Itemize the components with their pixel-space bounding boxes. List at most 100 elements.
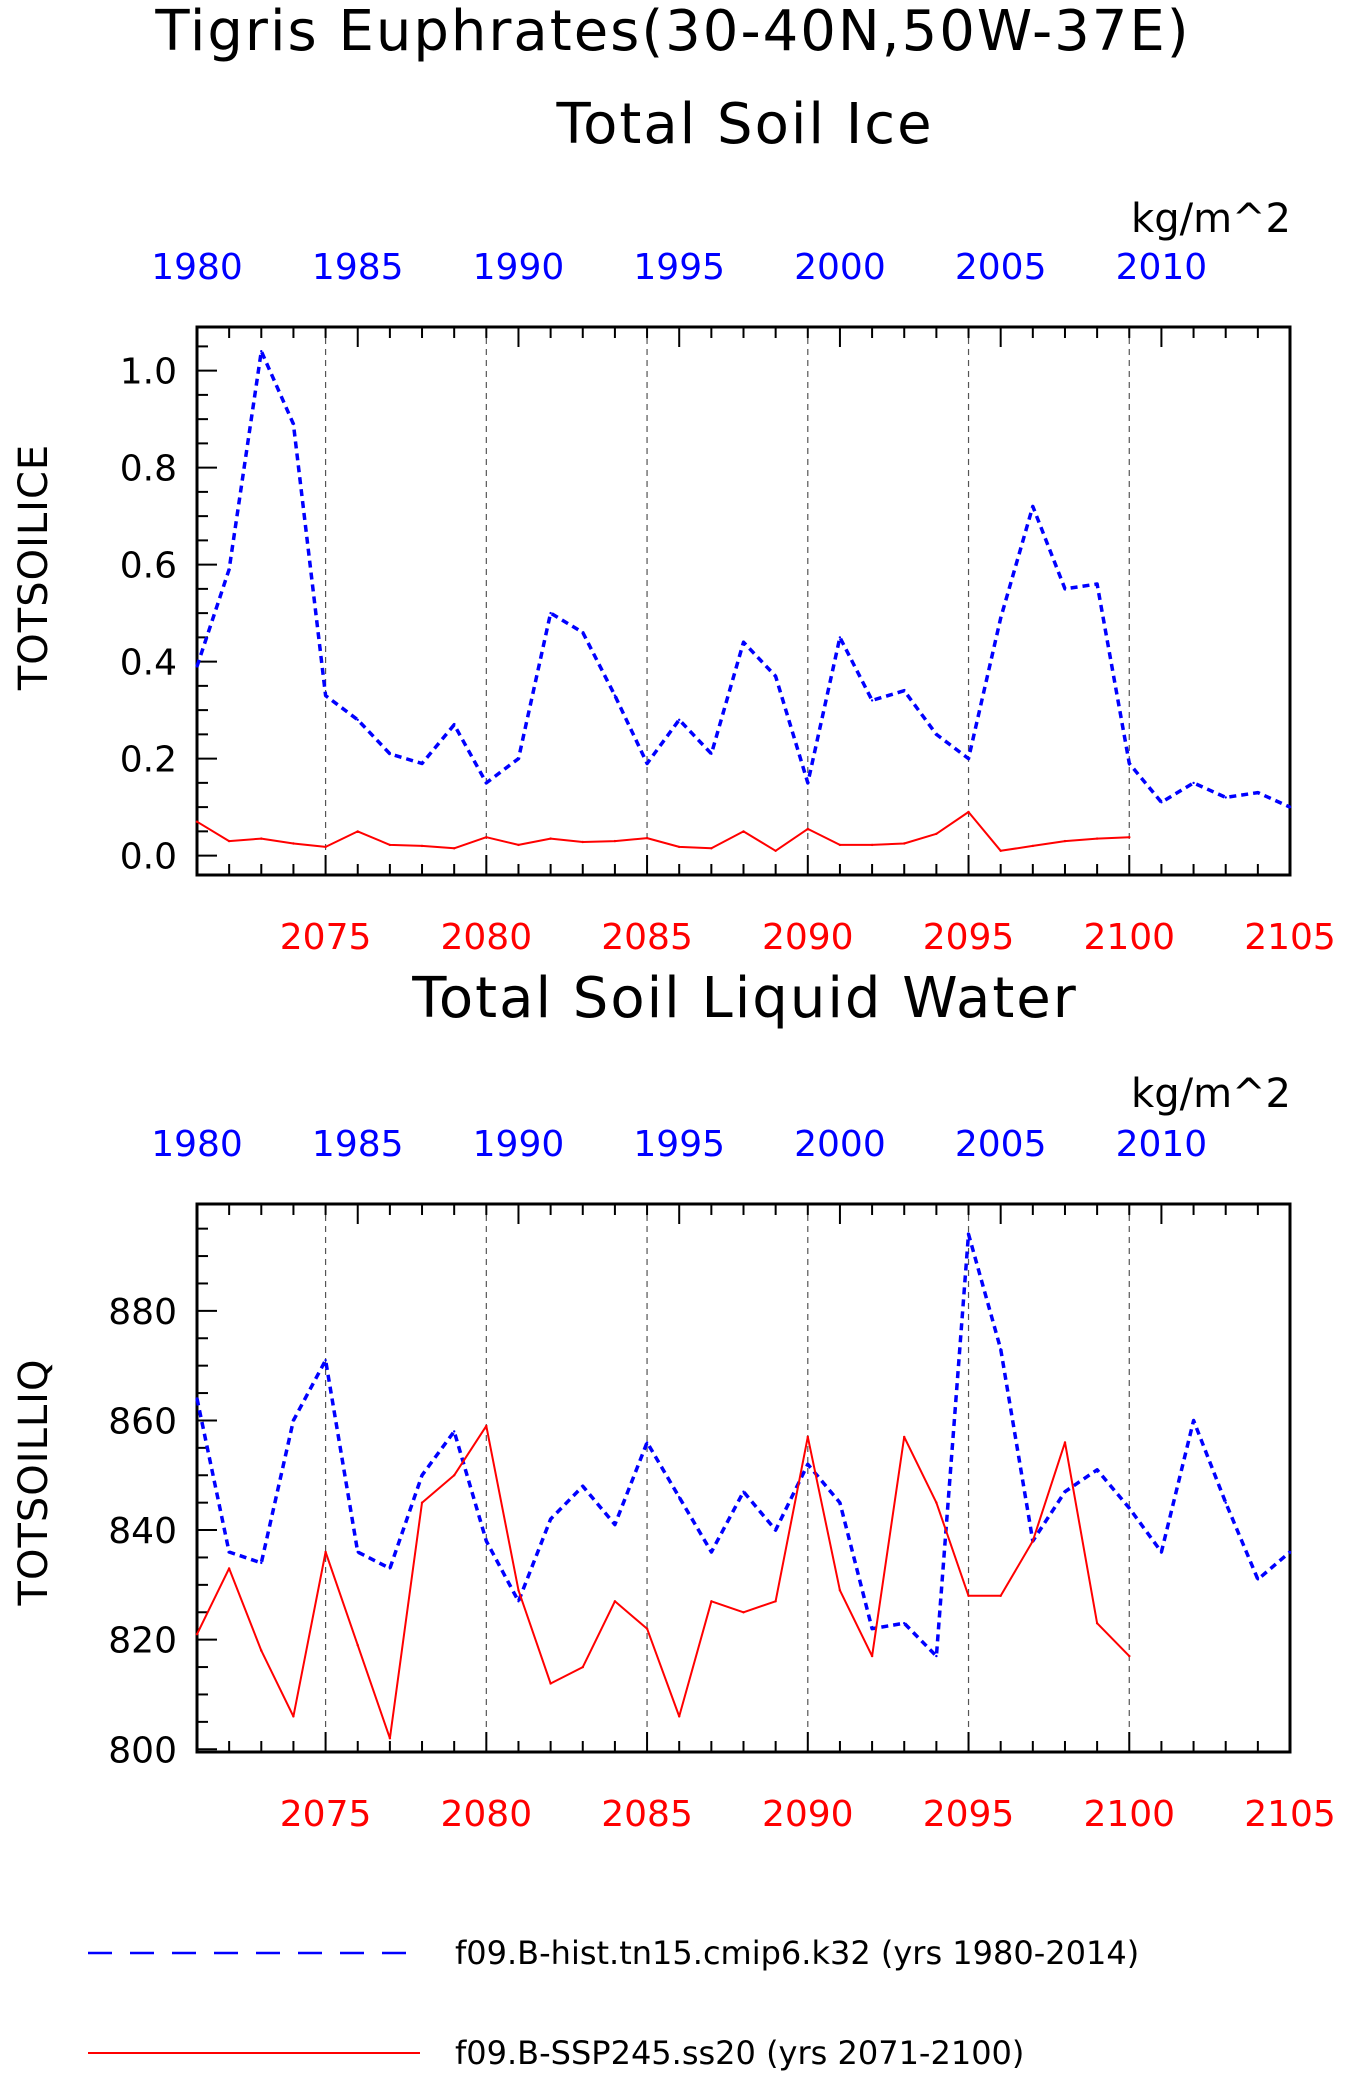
series-line-ssp245 xyxy=(196,811,1130,852)
data-point-hist xyxy=(356,1550,359,1554)
y-tick-label: 820 xyxy=(108,1621,177,1662)
data-point-hist xyxy=(356,718,359,721)
data-point-hist xyxy=(678,718,681,721)
x-tick-label: 2105 xyxy=(1244,917,1336,958)
data-point-ssp245 xyxy=(453,1474,456,1477)
chart-title: Total Soil Liquid Water xyxy=(411,966,1078,1031)
data-point-ssp245 xyxy=(549,837,552,840)
legend-label: f09.B-SSP245.ss20 (yrs 2071-2100) xyxy=(455,2034,1024,2072)
data-point-hist xyxy=(613,1523,617,1526)
data-point-ssp245 xyxy=(806,827,809,831)
x-tick-label: 2010 xyxy=(1116,247,1208,288)
data-point-ssp245 xyxy=(549,1682,552,1685)
x-tick-label: 2005 xyxy=(955,247,1047,288)
data-point-hist xyxy=(613,694,617,697)
data-point-hist xyxy=(1063,1490,1067,1493)
data-point-ssp245 xyxy=(774,1600,777,1603)
data-point-hist xyxy=(453,1430,456,1433)
data-point-hist xyxy=(838,636,842,639)
x-tick-label: 2075 xyxy=(280,1794,372,1835)
data-point-hist xyxy=(1256,791,1260,794)
x-tick-label: 2080 xyxy=(441,917,533,958)
x-tick-label: 2100 xyxy=(1083,917,1175,958)
chart-title: Total Soil Ice xyxy=(555,92,933,157)
axis-ticks xyxy=(196,1204,1291,1752)
data-point-ssp245 xyxy=(1095,837,1099,840)
data-point-hist xyxy=(999,1348,1002,1351)
y-tick-labels: 0.0 0.2 0.4 0.6 0.8 1.0 xyxy=(120,352,177,878)
data-point-hist xyxy=(195,665,199,668)
bottom-x-tick-labels: 2075 2080 2085 2090 2095 2100 2105 xyxy=(280,917,1336,958)
data-point-ssp245 xyxy=(645,1627,649,1630)
data-point-hist xyxy=(838,1501,842,1504)
data-point-hist xyxy=(903,689,906,692)
x-tick-label: 2095 xyxy=(923,917,1015,958)
data-point-ssp245 xyxy=(838,843,842,847)
data-point-hist xyxy=(324,1359,327,1362)
data-point-hist xyxy=(1160,801,1163,804)
data-point-hist xyxy=(1256,1578,1260,1581)
data-point-ssp245 xyxy=(903,1435,906,1439)
data-point-ssp245 xyxy=(485,1424,488,1428)
data-point-ssp245 xyxy=(967,1594,970,1598)
data-point-hist xyxy=(678,1496,681,1499)
data-point-ssp245 xyxy=(903,842,906,845)
data-point-hist xyxy=(260,350,263,353)
series-line-ssp245 xyxy=(196,1424,1131,1740)
data-point-ssp245 xyxy=(1031,1539,1035,1543)
data-point-ssp245 xyxy=(967,810,970,814)
data-point-hist xyxy=(806,1463,809,1466)
series-lines xyxy=(195,349,1292,852)
x-tick-label: 2095 xyxy=(923,1794,1015,1835)
y-axis-label: TOTSOILLIQ xyxy=(11,1359,57,1607)
data-point-ssp245 xyxy=(324,845,327,849)
data-point-hist xyxy=(1224,796,1227,799)
y-tick-label: 0.2 xyxy=(120,740,177,781)
legend-item: f09.B-hist.tn15.cmip6.k32 (yrs 1980-2014… xyxy=(88,1934,1139,1972)
data-point-ssp245 xyxy=(260,1649,263,1652)
data-point-hist xyxy=(1063,587,1067,591)
data-point-ssp245 xyxy=(999,849,1002,852)
data-point-ssp245 xyxy=(870,1654,874,1658)
top-x-tick-labels: 1980 1985 1990 1995 2000 2005 2010 xyxy=(151,247,1207,288)
x-tick-label: 2090 xyxy=(762,1794,854,1835)
data-point-hist xyxy=(1128,1506,1131,1510)
data-point-ssp245 xyxy=(870,843,874,847)
legend-item: f09.B-SSP245.ss20 (yrs 2071-2100) xyxy=(88,2034,1024,2072)
data-point-hist xyxy=(324,694,327,697)
legend: f09.B-hist.tn15.cmip6.k32 (yrs 1980-2014… xyxy=(88,1934,1139,2072)
y-tick-label: 0.4 xyxy=(120,643,177,684)
data-point-hist xyxy=(1288,805,1292,809)
data-point-hist xyxy=(581,1485,584,1488)
data-point-ssp245 xyxy=(1128,1654,1131,1658)
x-tick-label: 1980 xyxy=(151,1124,243,1165)
y-tick-label: 800 xyxy=(108,1730,177,1771)
data-point-ssp245 xyxy=(710,1600,713,1603)
data-point-ssp245 xyxy=(1095,1622,1099,1625)
legend-label: f09.B-hist.tn15.cmip6.k32 (yrs 1980-2014… xyxy=(455,1934,1139,1972)
data-point-ssp245 xyxy=(710,847,713,850)
data-point-hist xyxy=(517,1600,520,1603)
y-tick-label: 0.0 xyxy=(120,837,177,878)
x-tick-label: 2090 xyxy=(762,917,854,958)
y-tick-label: 0.8 xyxy=(120,449,177,490)
x-tick-label: 1985 xyxy=(312,1124,404,1165)
data-point-hist xyxy=(935,1654,938,1658)
data-point-ssp245 xyxy=(420,1501,424,1504)
x-tick-label: 2085 xyxy=(601,1794,693,1835)
x-tick-label: 2085 xyxy=(601,917,693,958)
data-point-hist xyxy=(1128,762,1131,765)
data-point-ssp245 xyxy=(678,845,681,849)
data-point-ssp245 xyxy=(1063,1441,1067,1444)
data-point-ssp245 xyxy=(195,1633,199,1636)
panel-total-soil-liquid-water: Total Soil Liquid Water kg/m^2 TOTSOILLI… xyxy=(11,966,1336,1835)
data-point-ssp245 xyxy=(1031,844,1035,848)
data-point-ssp245 xyxy=(935,832,938,835)
data-point-hist xyxy=(999,616,1002,620)
units-label: kg/m^2 xyxy=(1131,1071,1291,1117)
data-point-hist xyxy=(967,757,970,760)
y-axis-label: TOTSOILICE xyxy=(11,444,57,691)
data-point-hist xyxy=(227,1550,231,1554)
data-point-ssp245 xyxy=(678,1715,681,1718)
x-tick-label: 2100 xyxy=(1083,1794,1175,1835)
